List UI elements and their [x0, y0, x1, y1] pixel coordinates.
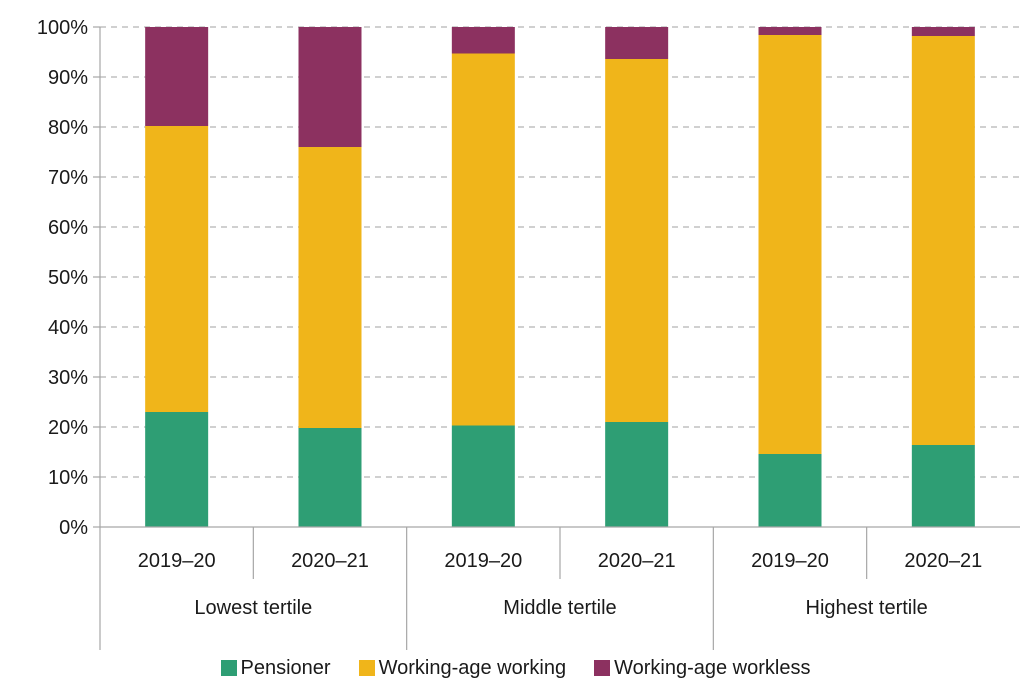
y-tick-label: 20% [48, 417, 88, 439]
bar-segment-working-age-working [145, 126, 209, 412]
legend-item-working-age-working: Working-age working [358, 653, 567, 683]
x-group-label: Middle tertile [503, 597, 616, 619]
x-group-label: Lowest tertile [194, 597, 312, 619]
bar-segment-pensioner [298, 428, 362, 527]
y-tick-label: 0% [59, 517, 88, 539]
bar-segment-pensioner [605, 422, 669, 527]
bar-segment-working-age-working [911, 36, 975, 445]
x-tick-label: 2020–21 [291, 550, 369, 572]
x-group-label: Highest tertile [806, 597, 928, 619]
legend-label-working-age-workless: Working-age workless [614, 656, 811, 679]
x-tick-label: 2019–20 [751, 550, 829, 572]
x-tick-label: 2020–21 [598, 550, 676, 572]
y-tick-labels: 0% 10% 20% 30% 40% 50% 60% 70% 80% 90% 100% [37, 17, 88, 539]
bar-segment-working-age-workless [911, 27, 975, 36]
x-tick-label: 2019–20 [444, 550, 522, 572]
x-tick-labels: 2019–20 2020–21 2019–20 2020–21 2019–20 2020–… [138, 550, 983, 619]
bar-segment-working-age-working [451, 53, 515, 426]
legend-swatch-pensioner [220, 660, 237, 676]
y-tick-label: 50% [48, 267, 88, 289]
bar-segment-pensioner [451, 425, 515, 527]
bar-segment-pensioner [758, 454, 822, 527]
bar-segment-working-age-workless [451, 27, 515, 54]
y-tick-label: 90% [48, 67, 88, 89]
y-tick-label: 80% [48, 117, 88, 139]
bar-segment-pensioner [911, 445, 975, 527]
y-tick-label: 60% [48, 217, 88, 239]
y-tick-label: 70% [48, 167, 88, 189]
bar-segment-pensioner [145, 412, 209, 527]
bar-segment-working-age-workless [298, 27, 362, 147]
axes [93, 26, 1020, 650]
x-tick-label: 2020–21 [904, 550, 982, 572]
legend-swatch-working-age-workless [594, 660, 611, 676]
y-tick-label: 30% [48, 367, 88, 389]
y-tick-label: 100% [37, 17, 88, 39]
bar-segment-working-age-working [298, 147, 362, 428]
legend-item-working-age-workless: Working-age workless [594, 653, 810, 683]
legend-item-pensioner: Pensioner [220, 653, 331, 683]
y-tick-label: 40% [48, 317, 88, 339]
bar-segment-working-age-workless [145, 27, 209, 126]
y-tick-label: 10% [48, 467, 88, 489]
stacked-bar-chart: 0% 10% 20% 30% 40% 50% 60% 70% 80% 90% 100% 2019–2… [37, 17, 1020, 650]
legend-label-working-age-working: Working-age working [378, 656, 567, 679]
x-tick-label: 2019–20 [138, 550, 216, 572]
legend-label-pensioner: Pensioner [240, 656, 331, 679]
legend: Pensioner Working-age working Working-ag… [0, 653, 1031, 683]
gridlines [100, 26, 1020, 478]
bars [145, 27, 975, 527]
bar-segment-working-age-working [605, 59, 669, 422]
bar-segment-working-age-workless [758, 27, 822, 35]
bar-segment-working-age-working [758, 35, 822, 454]
legend-swatch-working-age-working [358, 660, 375, 676]
bar-segment-working-age-workless [605, 27, 669, 59]
